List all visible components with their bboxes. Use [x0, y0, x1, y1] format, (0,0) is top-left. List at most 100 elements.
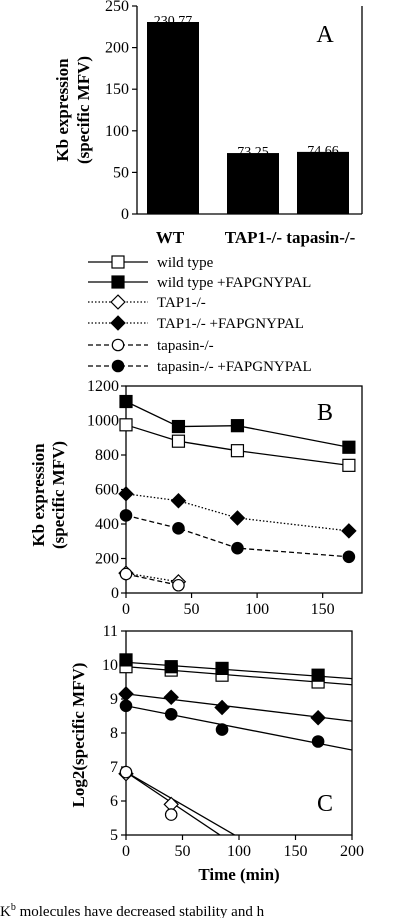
point-tapasin: [119, 567, 133, 581]
x-tick-label: 150: [311, 601, 335, 618]
series-line-tapasin-fapgnypal: [125, 514, 349, 558]
data-label: 74.66: [307, 144, 339, 159]
y-tick-label: 200: [95, 551, 119, 568]
series-line-wild-type: [125, 424, 349, 466]
point-tapasin-fapgnypal: [215, 723, 229, 736]
point-tapasin-fapgnypal: [119, 699, 133, 713]
x-tick-label: 50: [184, 601, 200, 618]
y-tick-label: 10: [102, 657, 118, 674]
y-tick-label: 100: [105, 123, 129, 140]
y-tick-label: 800: [95, 447, 119, 464]
point-wild-type-fapgnypal: [342, 440, 356, 454]
caption-k: K: [0, 904, 11, 918]
legend: wild type wild type +FAPGNYPAL TAP1-/- TAP1…: [88, 255, 312, 375]
y-axis-label-2: (specific MFV): [49, 441, 68, 549]
point-tap1-fapgnypal: [310, 709, 326, 726]
y-tick-label: 600: [95, 482, 119, 499]
point-tap1-fapgnypal: [214, 699, 230, 716]
point-wild-type-fapgnypal: [119, 653, 133, 667]
caption-fragment: Kb molecules have decreased stability an…: [0, 902, 265, 918]
point-tapasin: [172, 578, 185, 592]
y-tick-label: 400: [95, 516, 119, 533]
legend-marker: [111, 338, 125, 352]
x-tick-label: 100: [227, 843, 251, 860]
legend-label: wild type: [157, 255, 214, 271]
point-wild-type: [119, 418, 133, 432]
point-tapasin-fapgnypal: [231, 541, 244, 555]
y-axis-label: Log2(specific MFV): [69, 663, 88, 808]
fit-line-tap1: [126, 771, 236, 835]
legend-marker: [111, 359, 125, 373]
series-line-tapasin: [125, 573, 179, 586]
point-wild-type-fapgnypal: [119, 394, 133, 409]
point-wild-type-fapgnypal: [215, 661, 229, 676]
point-tap1-fapgnypal: [170, 492, 187, 509]
y-axis-label: Kb expression: [53, 58, 72, 162]
x-tick-label: 0: [122, 601, 130, 618]
x-tick-label: 150: [284, 843, 308, 860]
y-tick-label: 1000: [87, 413, 119, 430]
y-tick-label: 200: [105, 40, 129, 57]
y-tick-label: 50: [113, 164, 129, 181]
point-wild-type-fapgnypal: [164, 660, 178, 674]
legend-marker: [110, 294, 126, 310]
legend-label: wild type +FAPGNYPAL: [157, 275, 311, 291]
point-wild-type-fapgnypal: [311, 668, 325, 682]
caption-sup: b: [11, 902, 16, 913]
x-tick-label: TAP1-/- tapasin-/-: [225, 228, 356, 247]
panel-c: 5 6 7 8 9 10 11 0 50 100 150 200 C Time (min) Log2(spe…: [69, 623, 364, 884]
point-wild-type-fapgnypal: [171, 419, 186, 434]
panel-letter: B: [317, 400, 333, 426]
panel-b: 0 200 400 600 800 1000 1200 0 50 100 150 B Kb expres…: [29, 378, 363, 618]
y-tick-label: 0: [121, 206, 129, 223]
legend-label: tapasin-/-: [157, 338, 214, 354]
point-wild-type-fapgnypal: [230, 419, 245, 433]
legend-label: TAP1-/- +FAPGNYPAL: [157, 316, 304, 332]
y-tick-label: 250: [105, 0, 129, 15]
x-tick-label: WT: [156, 228, 185, 247]
point-tapasin-fapgnypal: [342, 550, 356, 564]
data-label: 73.25: [237, 145, 269, 160]
legend-marker: [111, 255, 125, 269]
y-tick-label: 8: [110, 725, 118, 742]
x-tick-label: 0: [122, 843, 130, 860]
legend-marker: [110, 315, 126, 331]
y-tick-label: 6: [110, 793, 118, 810]
point-tapasin-fapgnypal: [119, 509, 133, 522]
point-tap1-fapgnypal: [229, 510, 246, 526]
x-tick-label: 100: [245, 601, 269, 618]
series-line-wild-type-fapgnypal: [125, 400, 350, 448]
fit-line-tapasin: [126, 771, 222, 835]
y-tick-label: 1200: [87, 378, 119, 395]
point-tapasin: [119, 765, 133, 779]
legend-label: TAP1-/-: [157, 295, 206, 311]
y-tick-label: 7: [110, 759, 118, 776]
y-tick-label: 150: [105, 81, 129, 98]
legend-label: tapasin-/- +FAPGNYPAL: [157, 359, 312, 375]
panel-a: 0 50 100 150 200 250 230.77 73.25 74.66 WT TAP1-/-…: [53, 0, 363, 247]
point-tap1-fapgnypal: [163, 689, 179, 706]
x-axis-label: Time (min): [198, 865, 279, 884]
bar-tap1: [227, 153, 279, 214]
series-line-tap1: [125, 572, 179, 583]
y-tick-label: 5: [110, 827, 118, 844]
y-axis-label-2: (specific MFV): [74, 56, 93, 164]
y-tick-label: 11: [103, 623, 118, 640]
data-label: 230.77: [154, 14, 193, 29]
point-tapasin: [164, 808, 178, 821]
y-tick-label: 9: [110, 691, 118, 708]
point-wild-type: [230, 444, 245, 458]
y-axis-label: Kb expression: [29, 443, 48, 547]
point-wild-type: [342, 458, 356, 472]
point-tap1-fapgnypal: [118, 486, 134, 502]
bar-tapasin: [297, 151, 349, 214]
point-wild-type: [171, 434, 186, 448]
point-tapasin-fapgnypal: [164, 707, 178, 721]
legend-marker: [111, 275, 125, 289]
point-tapasin-fapgnypal: [172, 522, 185, 535]
y-tick-label: 0: [111, 585, 119, 602]
caption-rest: molecules have decreased stability and h: [16, 904, 265, 918]
panel-letter: A: [316, 22, 334, 48]
point-tapasin-fapgnypal: [311, 735, 325, 748]
